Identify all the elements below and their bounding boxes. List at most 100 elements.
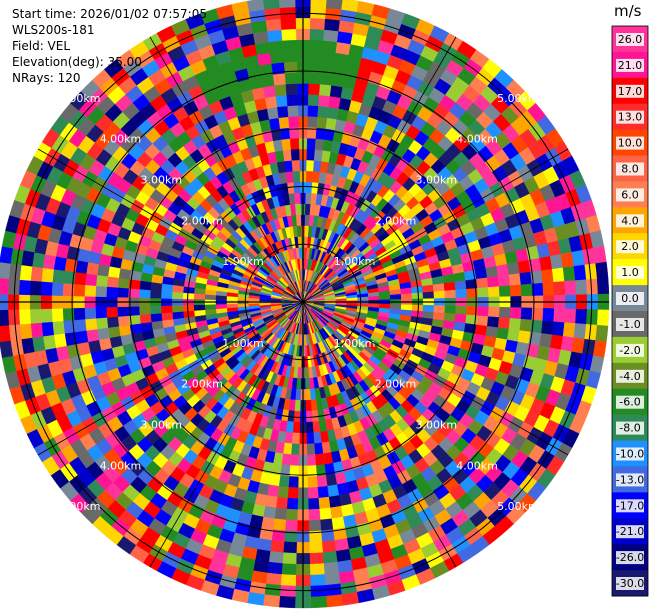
velocity-gate xyxy=(19,264,33,281)
velocity-gate xyxy=(477,306,489,317)
velocity-gate xyxy=(318,94,331,108)
velocity-gate xyxy=(331,516,346,530)
velocity-gate xyxy=(314,138,325,151)
colorbar-tick-label: -30.0 xyxy=(616,577,644,590)
velocity-gate xyxy=(329,85,344,99)
velocity-gate xyxy=(75,259,89,274)
velocity-gate xyxy=(309,39,324,52)
velocity-gate xyxy=(314,453,325,466)
velocity-gate xyxy=(316,116,328,129)
velocity-gate xyxy=(277,485,289,499)
velocity-gate xyxy=(368,295,380,301)
velocity-gate xyxy=(285,171,294,184)
velocity-gate xyxy=(306,148,316,161)
velocity-gate xyxy=(596,277,610,295)
velocity-gate xyxy=(73,307,86,321)
velocity-gate xyxy=(117,287,129,298)
velocity-gate xyxy=(309,541,323,554)
velocity-gate xyxy=(269,51,285,64)
velocity-gate xyxy=(592,340,607,358)
velocity-gate xyxy=(52,320,65,336)
velocity-gate xyxy=(288,116,299,128)
velocity-gate xyxy=(41,321,55,337)
velocity-gate xyxy=(106,286,119,298)
velocity-gate xyxy=(508,273,522,286)
velocity-gate xyxy=(138,288,151,299)
velocity-gate xyxy=(575,279,588,296)
velocity-gate xyxy=(283,541,297,554)
velocity-gate xyxy=(289,454,300,467)
velocity-gate xyxy=(285,83,298,96)
velocity-gate xyxy=(498,306,511,319)
range-ring-label: 3.00km xyxy=(416,174,458,187)
range-ring-label: 4.00km xyxy=(456,459,498,472)
velocity-gate xyxy=(107,326,121,339)
colorbar-tick-label: -26.0 xyxy=(616,551,644,564)
velocity-gate xyxy=(317,485,329,499)
velocity-gate xyxy=(140,321,153,333)
velocity-gate xyxy=(84,318,98,331)
velocity-gate xyxy=(266,106,279,120)
velocity-gate xyxy=(40,308,53,323)
velocity-gate xyxy=(433,305,446,314)
velocity-gate xyxy=(596,309,610,327)
velocity-gate xyxy=(498,285,511,298)
velocity-gate xyxy=(520,283,533,297)
velocity-gate xyxy=(279,0,296,9)
colorbar-tick-label: 6.0 xyxy=(621,188,639,201)
velocity-gate xyxy=(309,563,325,576)
velocity-gate xyxy=(51,308,64,322)
velocity-gate xyxy=(287,105,299,118)
velocity-gate xyxy=(149,289,162,299)
colorbar-tick-label: -13.0 xyxy=(616,473,644,486)
velocity-gate xyxy=(379,294,391,301)
velocity-gate xyxy=(30,266,44,282)
velocity-gate xyxy=(305,421,314,434)
velocity-gate xyxy=(293,181,301,194)
velocity-gate xyxy=(282,552,297,565)
velocity-gate xyxy=(323,29,339,43)
velocity-gate xyxy=(519,271,533,286)
velocity-gate xyxy=(269,540,285,553)
velocity-gate xyxy=(519,318,533,333)
colorbar-tick-label: 10.0 xyxy=(618,137,643,150)
colorbar-tick-label: 17.0 xyxy=(618,85,643,98)
velocity-gate xyxy=(553,308,566,323)
velocity-gate xyxy=(160,290,173,299)
velocity-gate xyxy=(281,28,297,41)
velocity-gate xyxy=(307,94,320,107)
velocity-gate xyxy=(307,105,319,118)
range-ring-label: 1.00km xyxy=(334,337,376,350)
velocity-gate xyxy=(564,308,577,324)
colorbar-tick-label: 1.0 xyxy=(621,266,639,279)
velocity-gate xyxy=(0,309,10,327)
velocity-gate xyxy=(0,261,11,280)
velocity-gate xyxy=(306,443,316,456)
velocity-gate xyxy=(357,296,369,301)
velocity-gate xyxy=(432,283,445,292)
velocity-gate xyxy=(520,307,533,321)
velocity-gate xyxy=(477,287,489,298)
velocity-gate xyxy=(265,18,282,32)
velocity-gate xyxy=(553,281,566,296)
colorbar: m/s 26.0 21.0 17.0 13.0 10.0 8.0 6.0 4.0 2.0 1.0 0… xyxy=(611,2,649,597)
velocity-gate xyxy=(0,340,14,358)
velocity-gate xyxy=(161,312,174,321)
velocity-gate xyxy=(139,280,152,291)
colorbar-tick-label: -10.0 xyxy=(616,448,644,461)
velocity-gate xyxy=(289,137,300,150)
velocity-gate xyxy=(444,305,457,315)
colorbar-tick-label: -2.0 xyxy=(619,344,640,357)
velocity-gate xyxy=(334,52,350,66)
velocity-gate xyxy=(117,277,130,289)
velocity-gate xyxy=(86,328,100,343)
velocity-gate xyxy=(117,315,130,327)
velocity-gate xyxy=(497,274,511,287)
velocity-gate xyxy=(284,72,298,85)
velocity-gate xyxy=(592,246,607,264)
range-ring-label: 4.00km xyxy=(100,133,142,146)
velocity-gate xyxy=(595,261,609,280)
velocity-gate xyxy=(422,304,435,313)
velocity-gate xyxy=(306,159,315,172)
velocity-gate xyxy=(272,518,287,532)
